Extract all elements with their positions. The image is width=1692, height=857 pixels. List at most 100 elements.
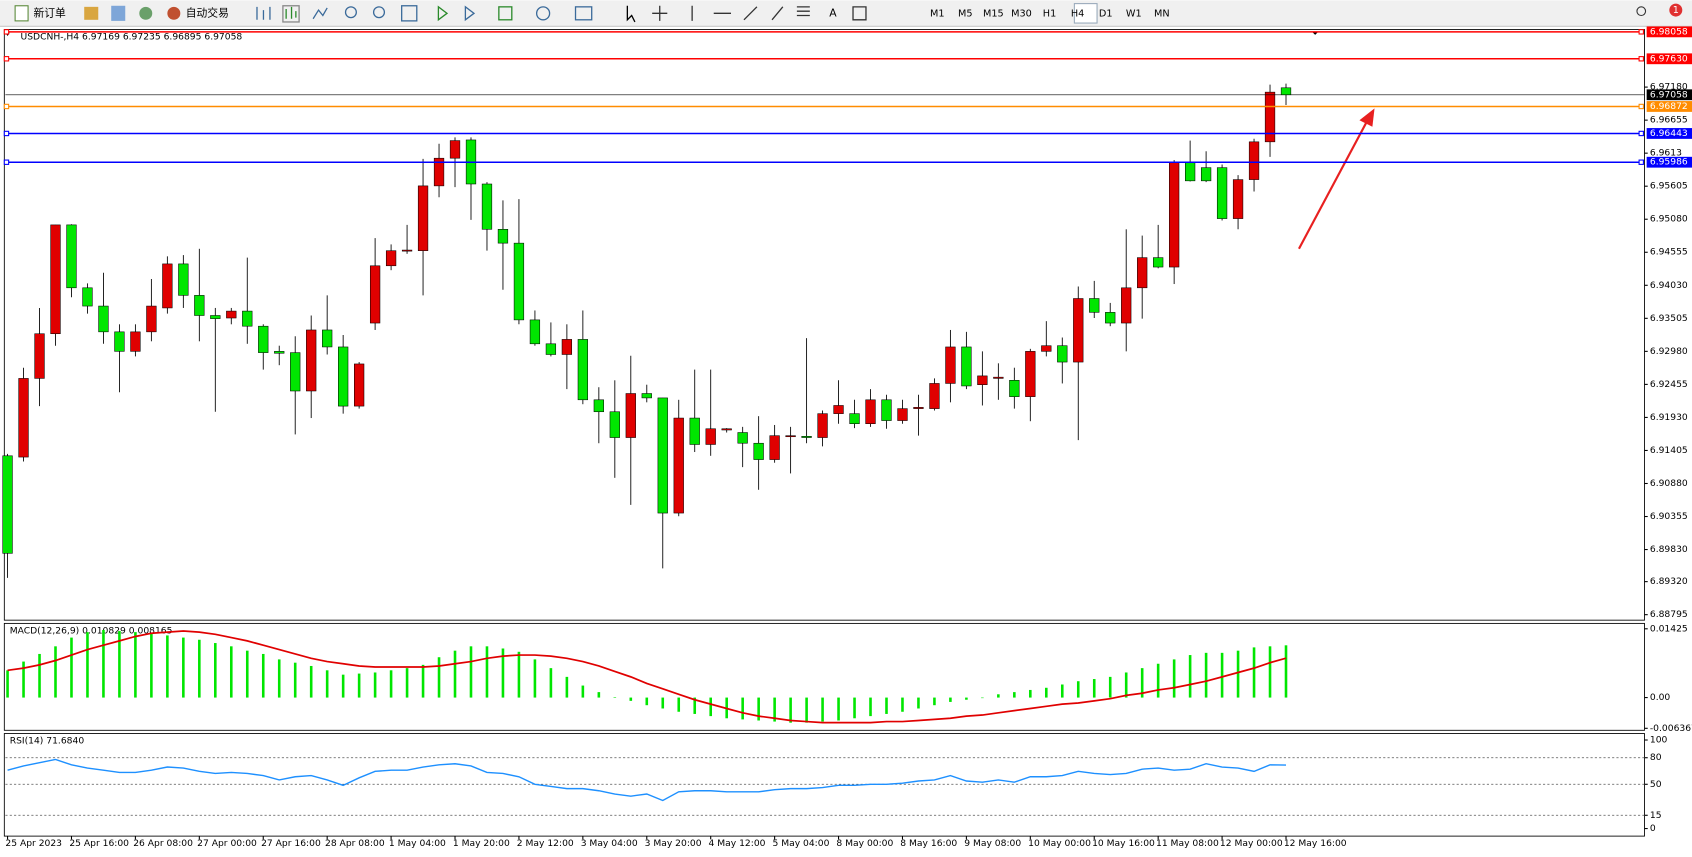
- candle-body: [865, 399, 876, 424]
- timeframe-button[interactable]: H1: [1043, 8, 1056, 19]
- toolbar: 新订单 自动交易 A 1: [0, 0, 1692, 27]
- tool-icons: [256, 5, 867, 23]
- macd-bar: [166, 635, 169, 698]
- icon[interactable]: [535, 6, 551, 21]
- icon[interactable]: [1636, 6, 1647, 17]
- candle-body: [1057, 345, 1068, 363]
- candle-body: [338, 346, 349, 407]
- candle-body: [1184, 162, 1196, 182]
- timeframe-button[interactable]: M30: [1011, 8, 1032, 19]
- icon[interactable]: [437, 5, 449, 22]
- candle-body: [609, 411, 620, 438]
- macd-bar: [1045, 687, 1048, 698]
- timeframe-button[interactable]: H4: [1071, 8, 1084, 19]
- macd-bar: [597, 692, 601, 698]
- icon[interactable]: [574, 6, 593, 21]
- macd-bar: [917, 697, 920, 709]
- level-handle: [1638, 130, 1644, 137]
- x-tick-label: 8 May 16:00: [900, 838, 957, 849]
- macd-panel: [3, 622, 1645, 731]
- candle-body: [753, 442, 764, 460]
- macd-bar: [645, 697, 649, 706]
- icon: [14, 5, 29, 22]
- macd-bar: [437, 657, 441, 698]
- icon[interactable]: [282, 5, 300, 23]
- timeframe-button[interactable]: W1: [1126, 8, 1142, 19]
- icon[interactable]: [111, 5, 126, 21]
- macd-header: MACD(12,26,9) 0.010829 0.008165: [10, 625, 173, 636]
- candle-body: [689, 417, 700, 445]
- y-tick-label: 0: [1650, 823, 1656, 834]
- icon[interactable]: [626, 5, 636, 23]
- candle-body: [513, 242, 525, 321]
- macd-bar: [1268, 646, 1272, 698]
- candle-body: [210, 315, 221, 319]
- icon[interactable]: [464, 5, 476, 22]
- text-tool[interactable]: A: [829, 6, 837, 19]
- level-handle: [1638, 56, 1644, 62]
- candle-body: [354, 363, 365, 407]
- macd-bar: [54, 646, 57, 698]
- macd-bar: [901, 697, 904, 712]
- macd-bar: [1172, 659, 1176, 698]
- macd-bar: [261, 653, 265, 698]
- y-tick-label: 6.92455: [1650, 379, 1688, 390]
- candle-body: [290, 352, 301, 392]
- candle-body: [481, 183, 493, 230]
- level-label-bg: [1646, 101, 1692, 112]
- icon[interactable]: [498, 6, 513, 21]
- icon[interactable]: [344, 6, 357, 19]
- macd-bar: [565, 676, 569, 698]
- level-label: 6.96872: [1650, 101, 1688, 112]
- icon[interactable]: [256, 6, 271, 20]
- notification-count[interactable]: 1: [1673, 5, 1679, 16]
- icon[interactable]: [652, 5, 867, 21]
- candle-body: [769, 435, 780, 460]
- x-tick-label: 26 Apr 08:00: [133, 838, 193, 849]
- candle-body: [1153, 257, 1164, 268]
- icon[interactable]: [139, 6, 153, 20]
- y-tick-label: 100: [1650, 735, 1668, 746]
- x-tick-label: 25 Apr 2023: [5, 838, 62, 849]
- new-order-button[interactable]: 新订单: [14, 5, 66, 22]
- arrow-head: [1359, 108, 1375, 127]
- auto-trading-label[interactable]: 自动交易: [186, 6, 229, 19]
- macd-bar: [229, 646, 233, 698]
- macd-bar: [709, 697, 713, 717]
- timeframe-button[interactable]: M1: [930, 8, 945, 19]
- search[interactable]: [1636, 6, 1647, 17]
- candle-body: [146, 305, 157, 333]
- macd-bar: [501, 648, 505, 698]
- new-order-label[interactable]: 新订单: [33, 6, 66, 19]
- macd-bar: [629, 697, 633, 701]
- arrow-annotation: [1298, 108, 1375, 250]
- level-handle: [1638, 29, 1644, 35]
- timeframe-button[interactable]: M15: [983, 8, 1004, 19]
- timeframe-button[interactable]: M5: [958, 8, 973, 19]
- candle-body: [801, 436, 812, 438]
- candle-body: [433, 157, 445, 187]
- timeframe-button[interactable]: D1: [1099, 8, 1113, 19]
- candle-body: [449, 140, 461, 159]
- candle-body: [721, 428, 732, 431]
- candle-body: [577, 339, 588, 401]
- macd-bar: [341, 674, 345, 698]
- macd-bar: [1236, 650, 1240, 698]
- notification-badge[interactable]: [1669, 3, 1683, 17]
- candle-body: [897, 408, 908, 421]
- icon[interactable]: [401, 5, 418, 22]
- macd-bar: [245, 650, 249, 698]
- timeframe-button[interactable]: MN: [1154, 8, 1170, 19]
- icon[interactable]: [372, 6, 386, 19]
- icon[interactable]: [84, 6, 99, 20]
- candle-body: [322, 329, 333, 348]
- auto-trading-button[interactable]: 自动交易: [167, 6, 229, 20]
- icon[interactable]: [285, 6, 297, 19]
- x-tick-label: 8 May 00:00: [836, 838, 893, 849]
- candle-body: [1232, 179, 1244, 219]
- macd-bar: [933, 697, 936, 706]
- macd-bar: [22, 661, 25, 698]
- y-tick-label: -0.006367: [1650, 723, 1692, 734]
- candle-body: [1025, 351, 1036, 397]
- icon[interactable]: [312, 7, 328, 20]
